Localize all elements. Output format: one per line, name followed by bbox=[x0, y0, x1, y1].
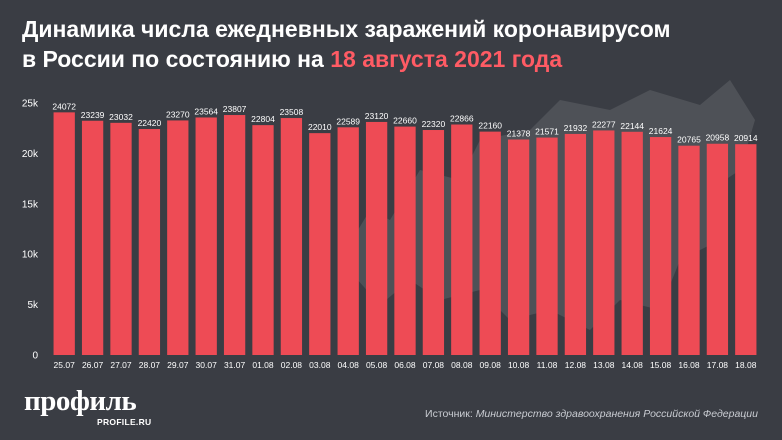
bar bbox=[507, 139, 530, 355]
bar-value-label: 22420 bbox=[138, 118, 162, 128]
bar bbox=[564, 133, 587, 355]
bar bbox=[309, 133, 331, 355]
x-tick-label: 01.08 bbox=[252, 360, 274, 370]
x-tick-label: 07.08 bbox=[423, 360, 445, 370]
x-tick-label: 25.07 bbox=[54, 360, 76, 370]
source-text: Министерство здравоохранения Российской … bbox=[475, 408, 758, 420]
x-tick-label: 13.08 bbox=[593, 360, 615, 370]
x-tick-label: 30.07 bbox=[196, 360, 218, 370]
bar-value-label: 20958 bbox=[706, 133, 730, 143]
bar-value-label: 20914 bbox=[734, 133, 758, 143]
bar bbox=[649, 137, 672, 355]
x-tick-label: 11.08 bbox=[537, 360, 558, 370]
bar bbox=[53, 112, 75, 355]
bar bbox=[422, 130, 445, 355]
bar-value-label: 21932 bbox=[564, 123, 588, 133]
x-tick-label: 06.08 bbox=[394, 360, 416, 370]
title-date-highlight: 18 августа 2021 года bbox=[330, 46, 563, 72]
x-tick-label: 05.08 bbox=[366, 360, 388, 370]
bar bbox=[252, 125, 274, 355]
y-tick-label: 15k bbox=[22, 199, 39, 210]
bar-value-label: 22589 bbox=[336, 116, 360, 126]
bar-value-label: 22320 bbox=[422, 119, 446, 129]
y-tick-label: 10k bbox=[22, 250, 39, 261]
profile-logo-url: PROFILE.RU bbox=[97, 417, 152, 427]
bar-value-label: 23807 bbox=[223, 104, 247, 114]
x-tick-label: 18.08 bbox=[735, 360, 757, 370]
title-line-2: в России по состоянию на 18 августа 2021… bbox=[22, 44, 762, 74]
bar-value-label: 22010 bbox=[308, 122, 332, 132]
bar-value-label: 23270 bbox=[166, 109, 190, 119]
bar bbox=[394, 126, 416, 356]
bar bbox=[337, 127, 359, 355]
source-label: Источник: bbox=[425, 408, 473, 420]
bar-value-label: 22804 bbox=[251, 114, 275, 124]
bar-value-label: 20765 bbox=[677, 135, 701, 145]
bar-value-label: 23564 bbox=[194, 106, 218, 116]
bar bbox=[138, 129, 161, 355]
bar bbox=[195, 117, 217, 355]
y-tick-label: 0 bbox=[32, 351, 38, 362]
bar bbox=[735, 144, 757, 355]
bar-value-label: 23120 bbox=[365, 111, 389, 121]
chart-title: Динамика числа ежедневных заражений коро… bbox=[22, 14, 762, 74]
x-tick-label: 10.08 bbox=[508, 360, 530, 370]
x-tick-label: 15.08 bbox=[650, 360, 672, 370]
title-line-1: Динамика числа ежедневных заражений коро… bbox=[22, 16, 671, 42]
bar bbox=[167, 120, 189, 355]
x-tick-label: 09.08 bbox=[480, 360, 502, 370]
bar-value-label: 22277 bbox=[592, 119, 616, 129]
x-tick-label: 28.07 bbox=[139, 360, 161, 370]
x-tick-label: 31.07 bbox=[224, 360, 246, 370]
bar-value-label: 23508 bbox=[280, 107, 304, 117]
bar bbox=[536, 137, 558, 355]
bar-value-label: 21378 bbox=[507, 129, 531, 139]
bar bbox=[451, 124, 473, 356]
x-tick-label: 29.07 bbox=[167, 360, 189, 370]
bar bbox=[280, 118, 303, 355]
x-tick-label: 17.08 bbox=[707, 360, 729, 370]
bar-value-label: 22866 bbox=[450, 114, 474, 124]
bar bbox=[678, 145, 700, 355]
source-note: Источник: Министерство здравоохранения Р… bbox=[425, 408, 758, 420]
bar bbox=[479, 131, 501, 355]
y-tick-label: 25k bbox=[22, 99, 39, 110]
y-tick-label: 5k bbox=[27, 300, 39, 311]
x-tick-label: 27.07 bbox=[110, 360, 132, 370]
x-tick-label: 04.08 bbox=[338, 360, 360, 370]
bar-value-label: 21624 bbox=[649, 126, 673, 136]
bar-value-label: 21571 bbox=[535, 127, 559, 137]
bar-value-label: 22144 bbox=[620, 121, 644, 131]
bar bbox=[365, 121, 388, 355]
bar bbox=[223, 115, 246, 355]
x-tick-label: 12.08 bbox=[565, 360, 587, 370]
bar bbox=[110, 122, 132, 356]
x-tick-label: 03.08 bbox=[309, 360, 331, 370]
x-tick-label: 26.07 bbox=[82, 360, 104, 370]
bar-value-label: 23032 bbox=[109, 112, 133, 122]
bar-value-label: 24072 bbox=[52, 101, 76, 111]
title-line-2-prefix: в России по состоянию на bbox=[22, 46, 331, 72]
bar-value-label: 23239 bbox=[81, 110, 105, 120]
x-tick-label: 16.08 bbox=[678, 360, 700, 370]
bar bbox=[706, 143, 729, 355]
x-tick-label: 08.08 bbox=[451, 360, 473, 370]
bar bbox=[621, 131, 643, 355]
profile-logo: профиль bbox=[24, 385, 137, 417]
x-tick-label: 14.08 bbox=[622, 360, 644, 370]
y-tick-label: 20k bbox=[22, 149, 39, 160]
bar-value-label: 22160 bbox=[478, 121, 502, 131]
bar bbox=[81, 120, 104, 355]
bar bbox=[593, 130, 615, 355]
x-tick-label: 02.08 bbox=[281, 360, 303, 370]
bar-value-label: 22660 bbox=[393, 116, 417, 126]
